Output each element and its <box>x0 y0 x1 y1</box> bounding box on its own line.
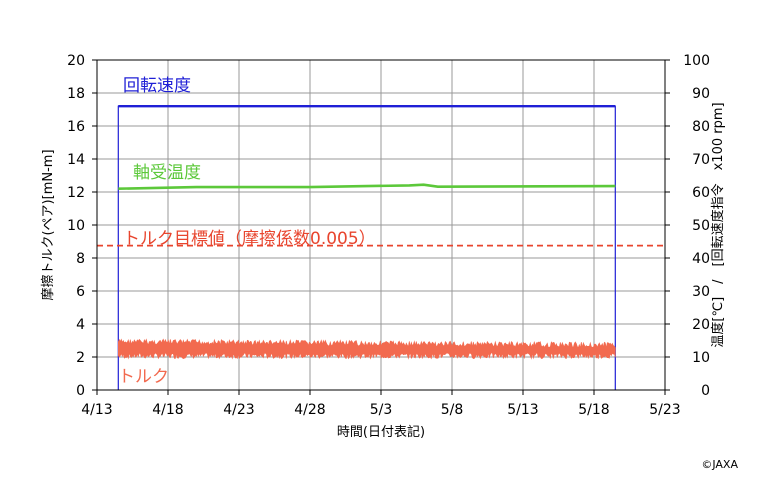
series-label: 軸受温度 <box>133 163 201 183</box>
y-right-tick-label: 0 <box>701 383 710 399</box>
series-torque-band <box>118 338 616 360</box>
x-tick-labels: 4/13 4/18 4/23 4/28 5/3 5/8 5/13 5/18 5/23 <box>81 390 681 418</box>
gridlines <box>97 60 665 390</box>
x-tick-label: 4/23 <box>223 402 254 418</box>
y-right-tick-label: 50 <box>692 218 710 234</box>
x-tick-label: 5/18 <box>578 402 609 418</box>
series-bearing-temp-line <box>118 183 616 190</box>
y-right-tick-label: 30 <box>692 284 710 300</box>
y-left-tick-label: 8 <box>76 251 85 267</box>
y-right-axis-label: 温度[℃] / [回転速度指令 x100 rpm] <box>710 102 726 347</box>
series-label: トルク目標値（摩擦係数0.005） <box>123 229 376 249</box>
y-left-tick-label: 18 <box>67 86 85 102</box>
y-right-tick-labels: 0 10 20 30 40 50 60 70 80 90 100 <box>665 53 710 399</box>
x-tick-label: 5/3 <box>370 402 393 418</box>
y-left-tick-labels: 0 2 4 6 8 10 12 14 16 18 20 <box>67 53 97 399</box>
y-left-tick-label: 2 <box>76 350 85 366</box>
series-layer <box>97 104 665 390</box>
y-left-tick-label: 6 <box>76 284 85 300</box>
y-right-tick-label: 90 <box>692 86 710 102</box>
y-right-tick-label: 80 <box>692 119 710 135</box>
y-right-tick-label: 20 <box>692 317 710 333</box>
x-tick-label: 5/23 <box>649 402 680 418</box>
x-tick-label: 4/13 <box>81 402 112 418</box>
y-right-tick-label: 10 <box>692 350 710 366</box>
series-label: 回転速度 <box>123 76 191 96</box>
y-left-tick-label: 12 <box>67 185 85 201</box>
y-left-tick-label: 0 <box>76 383 85 399</box>
y-right-tick-label: 70 <box>692 152 710 168</box>
y-left-axis-label: 摩擦トルク(ペア)[mN-m] <box>40 149 56 300</box>
y-left-tick-label: 4 <box>76 317 85 333</box>
y-left-tick-label: 10 <box>67 218 85 234</box>
y-right-tick-label: 40 <box>692 251 710 267</box>
y-left-tick-label: 16 <box>67 119 85 135</box>
x-axis-label: 時間(日付表記) <box>337 424 425 440</box>
credit-text: ©JAXA <box>701 458 738 471</box>
x-tick-label: 5/13 <box>507 402 538 418</box>
x-tick-label: 4/18 <box>152 402 183 418</box>
x-tick-label: 4/28 <box>294 402 325 418</box>
y-left-tick-label: 14 <box>67 152 85 168</box>
y-left-tick-label: 20 <box>67 53 85 69</box>
y-right-tick-label: 100 <box>683 53 710 69</box>
y-right-tick-label: 60 <box>692 185 710 201</box>
x-tick-label: 5/8 <box>441 402 464 418</box>
series-label: トルク <box>118 367 169 387</box>
